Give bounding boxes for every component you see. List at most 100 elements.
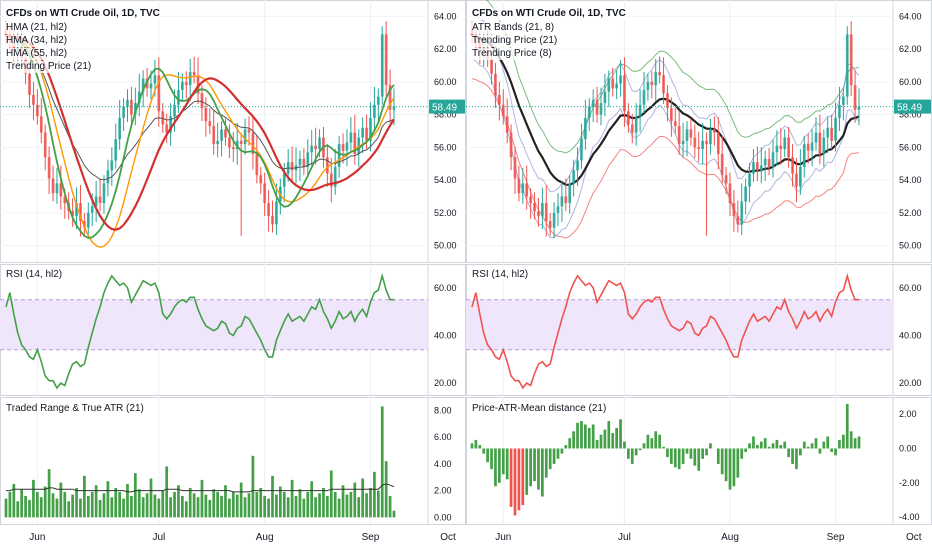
right-dist-bar [529,448,532,487]
right-candle-body [814,132,818,143]
left-candle-body [310,145,314,153]
left-atr-bar [75,487,78,518]
left-atr-bar [196,497,200,518]
left-legend-trending: Trending Price (21) [4,61,94,73]
left-candle-body [59,183,63,197]
left-candle-body [357,137,361,154]
right-rsi-y-tick-20: 20.00 [899,378,922,388]
left-price-y-tick-50: 50.00 [434,241,457,251]
left-atr-bar [239,482,243,518]
left-atr-bar [126,483,129,518]
left-candle-body [314,145,317,150]
left-candle-body [361,127,365,138]
left-price-y-tick-64: 64.00 [434,11,457,21]
right-dist-bar [650,438,654,449]
right-x-tick-sep: Sep [827,532,845,543]
right-dist-bar [556,448,560,459]
left-atr-bar [365,493,368,518]
right-price-y-tick-50: 50.00 [899,241,922,251]
left-candle-body [75,203,78,217]
left-atr-y-tick-4: 4.00 [434,459,452,469]
right-dist-bar [689,448,693,459]
right-dist-bar [709,443,712,449]
right-rsi-label: RSI (14, hl2) [470,269,531,281]
right-candle-body [740,201,744,225]
left-atr-bar [28,499,31,518]
right-dist-bar [470,443,474,449]
right-dist-bar [580,421,583,449]
right-candle-body [763,158,767,166]
left-atr-bar [275,494,278,518]
right-dist-bar [627,448,630,459]
left-candle-body [208,121,212,127]
right-dist-bar [853,438,857,449]
left-candle-body [239,140,243,145]
right-dist-bar [584,424,587,449]
left-atr-bar [83,475,86,518]
right-trending8-upper [471,12,860,193]
left-candle-body [165,124,169,133]
left-candle-body [184,81,188,86]
left-candle-body [47,157,51,179]
right-dist-bar [814,438,818,449]
right-dist-bar [611,433,615,449]
left-atr-bar [294,495,298,518]
left-candle-body [373,104,376,118]
right-dist-bar [857,436,861,449]
right-dist-bar [544,448,548,478]
right-candle-body [611,78,615,89]
left-pane-border-0 [0,0,466,263]
left-candle-body [263,183,267,204]
left-hma-21 [5,35,395,239]
left-atr-bar [8,491,12,518]
right-candle-body [716,132,720,154]
left-candle-body [149,83,153,89]
right-candle-body [494,73,497,95]
right-dist-bar [701,448,704,459]
left-candle-body [177,90,180,105]
left-atr-bar [349,491,353,518]
left-candle-body [28,73,31,95]
right-candle-body [756,162,759,171]
left-atr-bar [184,501,188,518]
right-dist-bar [791,448,794,464]
left-rsi-y-tick-60: 60.00 [434,283,457,293]
right-candle-body [505,116,509,133]
left-x-tick-jul: Jul [152,532,165,543]
right-dist-bar [599,434,603,449]
left-atr-y-tick-0: 0.00 [434,512,452,522]
left-candle-body [353,132,357,154]
right-candle-body [826,127,830,138]
right-candle-body [525,183,529,197]
left-candle-body [79,203,82,222]
left-candle-body [259,175,263,184]
right-dist-bar [642,443,646,449]
left-atr-bar [106,481,110,518]
left-atr-bar [247,493,251,518]
left-candle-body [384,34,388,86]
left-atr-bar [310,481,314,518]
right-dist-bar [806,446,810,449]
right-dist-bar [822,441,826,449]
right-dist-bar [498,448,501,483]
left-atr-bar [251,455,255,518]
left-candle-body [55,183,59,194]
right-candle-body [677,126,681,145]
left-candle-body [267,203,270,217]
right-candle-body [646,81,650,91]
right-candle-body [728,183,732,204]
left-atr-bar [32,479,35,518]
right-candle-body [709,129,712,145]
left-price-y-tick-56: 56.00 [434,142,457,152]
left-atr-bar [35,491,39,518]
right-candle-body [681,140,685,145]
right-candle-body [685,129,689,141]
right-candle-body [787,137,790,158]
left-candle-body [341,144,345,151]
left-chart-title: CFDs on WTI Crude Oil, 1D, TVC [4,8,162,20]
right-dist-bar [568,438,572,449]
left-atr-bar [208,499,212,518]
right-legend-trending21: Trending Price (21) [470,35,560,47]
left-legend-hma21: HMA (21, hl2) [4,22,70,34]
